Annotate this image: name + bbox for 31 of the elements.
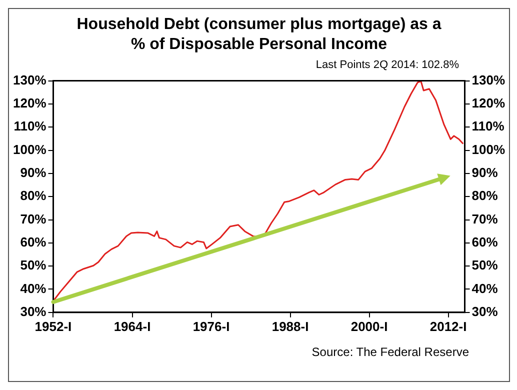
y-tick-label: 40% [20, 280, 47, 296]
y-tick-label: 120% [13, 96, 47, 111]
x-tick-label: 2000-I [350, 318, 388, 334]
chart-title: Household Debt (consumer plus mortgage) as a % of Disposable Personal Income [76, 15, 442, 55]
y-tick-label: 90% [20, 165, 47, 180]
y2-tick-label: 130% [472, 72, 506, 88]
x-tick-label: 1964-I [114, 318, 151, 334]
y-tick-label: 130% [13, 72, 47, 88]
text: Last Points 2Q 2014: 102.8% [314, 59, 460, 71]
source-note: Source: The Federal Reserve [310, 345, 470, 359]
y2-tick-label: 80% [472, 188, 498, 204]
y2-tick-label: 60% [472, 234, 498, 250]
y2-tick-label: 120% [472, 96, 506, 111]
y2-tick-label: 70% [472, 211, 498, 226]
y2-tick-label: 100% [472, 142, 506, 157]
y-tick-label: 30% [20, 304, 47, 319]
y-tick-label: 110% [14, 118, 47, 134]
x-tick-label: 1976-I [192, 318, 230, 334]
y2-tick-label: 90% [472, 165, 498, 180]
y-tick-label: 80% [20, 188, 47, 204]
y2-tick-label: 40% [472, 280, 498, 296]
x-tick-label: 1952-I [34, 318, 72, 334]
y-tick-label: 50% [20, 258, 47, 273]
y-tick-label: 100% [13, 142, 47, 157]
y2-tick-label: 50% [472, 258, 498, 273]
y2-tick-label: 30% [472, 304, 498, 319]
x-tick-label: 1988-I [272, 318, 309, 334]
y-tick-label: 70% [20, 211, 47, 226]
y2-tick-label: 110% [472, 118, 505, 134]
y-tick-label: 60% [20, 234, 47, 250]
x-tick-label: 2012-I [430, 318, 467, 334]
